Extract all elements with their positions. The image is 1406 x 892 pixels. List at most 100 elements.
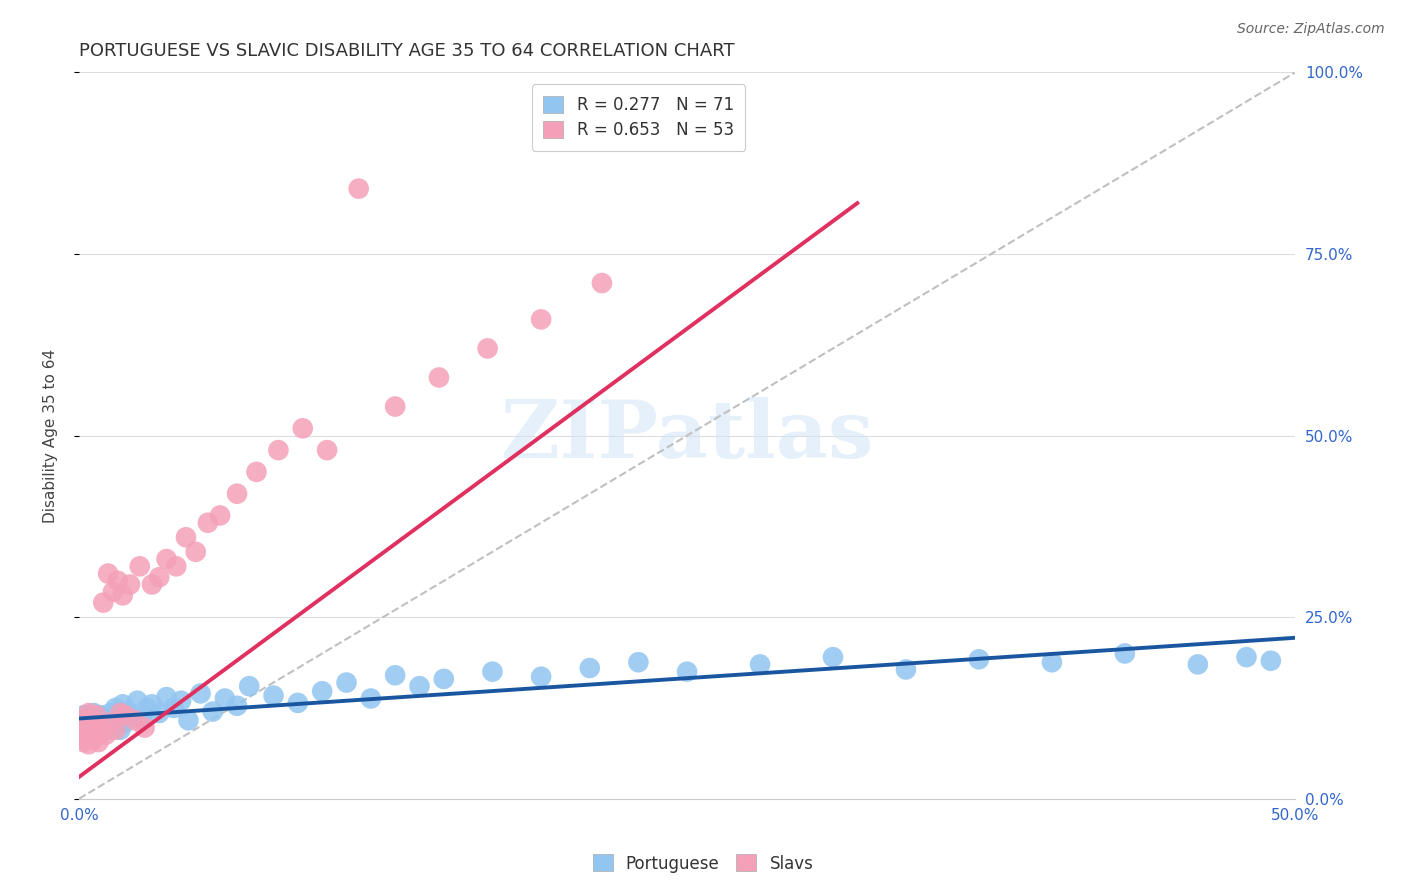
Point (1040, 655, 1063, 669)
Point (627, 655, 650, 669)
Point (408, 679, 430, 693)
Point (208, 508, 231, 523)
Point (114, 715, 136, 730)
Point (77, 724, 100, 739)
Point (87, 735, 110, 749)
Point (77, 737, 100, 751)
Point (80, 717, 103, 731)
Point (1114, 647, 1136, 661)
Point (134, 721, 156, 735)
Point (97, 566, 120, 581)
Point (141, 698, 163, 712)
Point (77, 721, 100, 735)
Point (316, 443, 339, 458)
Point (87, 727, 110, 741)
Point (676, 665, 699, 679)
Point (75, 712, 97, 726)
Point (1236, 650, 1258, 665)
Point (80, 726, 103, 740)
Point (84, 728, 107, 742)
Point (80, 715, 103, 730)
Point (184, 545, 207, 559)
Point (84, 714, 107, 729)
Point (107, 574, 129, 588)
Point (70, 732, 93, 747)
Point (90, 721, 112, 735)
Point (75, 723, 97, 737)
Point (170, 694, 193, 708)
Point (128, 559, 150, 574)
Point (84, 708, 107, 723)
Point (238, 679, 260, 693)
Point (360, 691, 382, 706)
Point (83, 706, 105, 720)
Point (267, 443, 290, 458)
Text: ZIPatlas: ZIPatlas (501, 397, 873, 475)
Point (75, 728, 97, 742)
Point (433, 672, 456, 686)
Point (967, 652, 990, 666)
Point (197, 516, 219, 530)
Legend: R = 0.277   N = 71, R = 0.653   N = 53: R = 0.277 N = 71, R = 0.653 N = 53 (531, 85, 745, 151)
Point (90, 708, 112, 723)
Point (1260, 654, 1282, 668)
Point (100, 715, 122, 730)
Point (165, 559, 187, 574)
Point (73, 719, 96, 733)
Point (80, 710, 103, 724)
Point (214, 691, 236, 706)
Point (477, 342, 499, 356)
Point (104, 723, 127, 737)
Point (121, 708, 143, 723)
Point (141, 577, 163, 591)
Point (73, 726, 96, 740)
Point (73, 735, 96, 749)
Point (190, 686, 212, 700)
Point (75, 728, 97, 742)
Point (821, 650, 844, 665)
Point (155, 690, 177, 704)
Point (101, 717, 124, 731)
Point (100, 706, 122, 720)
Point (87, 709, 110, 723)
Point (201, 705, 224, 719)
Point (155, 552, 177, 566)
Point (90, 723, 112, 737)
Point (97, 723, 120, 737)
Point (118, 577, 141, 591)
Point (114, 708, 136, 723)
Point (591, 276, 613, 290)
Point (104, 701, 127, 715)
Point (70, 723, 93, 737)
Point (148, 570, 170, 584)
Point (107, 712, 129, 726)
Point (245, 465, 267, 479)
Legend: Portuguese, Slavs: Portuguese, Slavs (586, 847, 820, 880)
Point (148, 706, 170, 720)
Point (131, 712, 153, 726)
Point (110, 706, 132, 720)
Point (94, 728, 117, 742)
Point (83, 721, 105, 735)
Point (894, 663, 917, 677)
Point (287, 696, 309, 710)
Point (263, 689, 285, 703)
Point (127, 694, 149, 708)
Point (83, 725, 105, 739)
Point (70, 715, 93, 730)
Point (80, 730, 103, 744)
Point (177, 714, 200, 728)
Point (749, 657, 772, 672)
Point (101, 584, 124, 599)
Point (77, 717, 100, 731)
Point (83, 714, 105, 728)
Text: PORTUGUESE VS SLAVIC DISABILITY AGE 35 TO 64 CORRELATION CHART: PORTUGUESE VS SLAVIC DISABILITY AGE 35 T… (79, 42, 734, 60)
Point (117, 705, 139, 719)
Point (427, 370, 450, 384)
Point (335, 675, 357, 690)
Point (73, 708, 96, 723)
Point (530, 670, 553, 684)
Point (77, 714, 100, 728)
Point (111, 698, 134, 712)
Point (77, 706, 100, 720)
